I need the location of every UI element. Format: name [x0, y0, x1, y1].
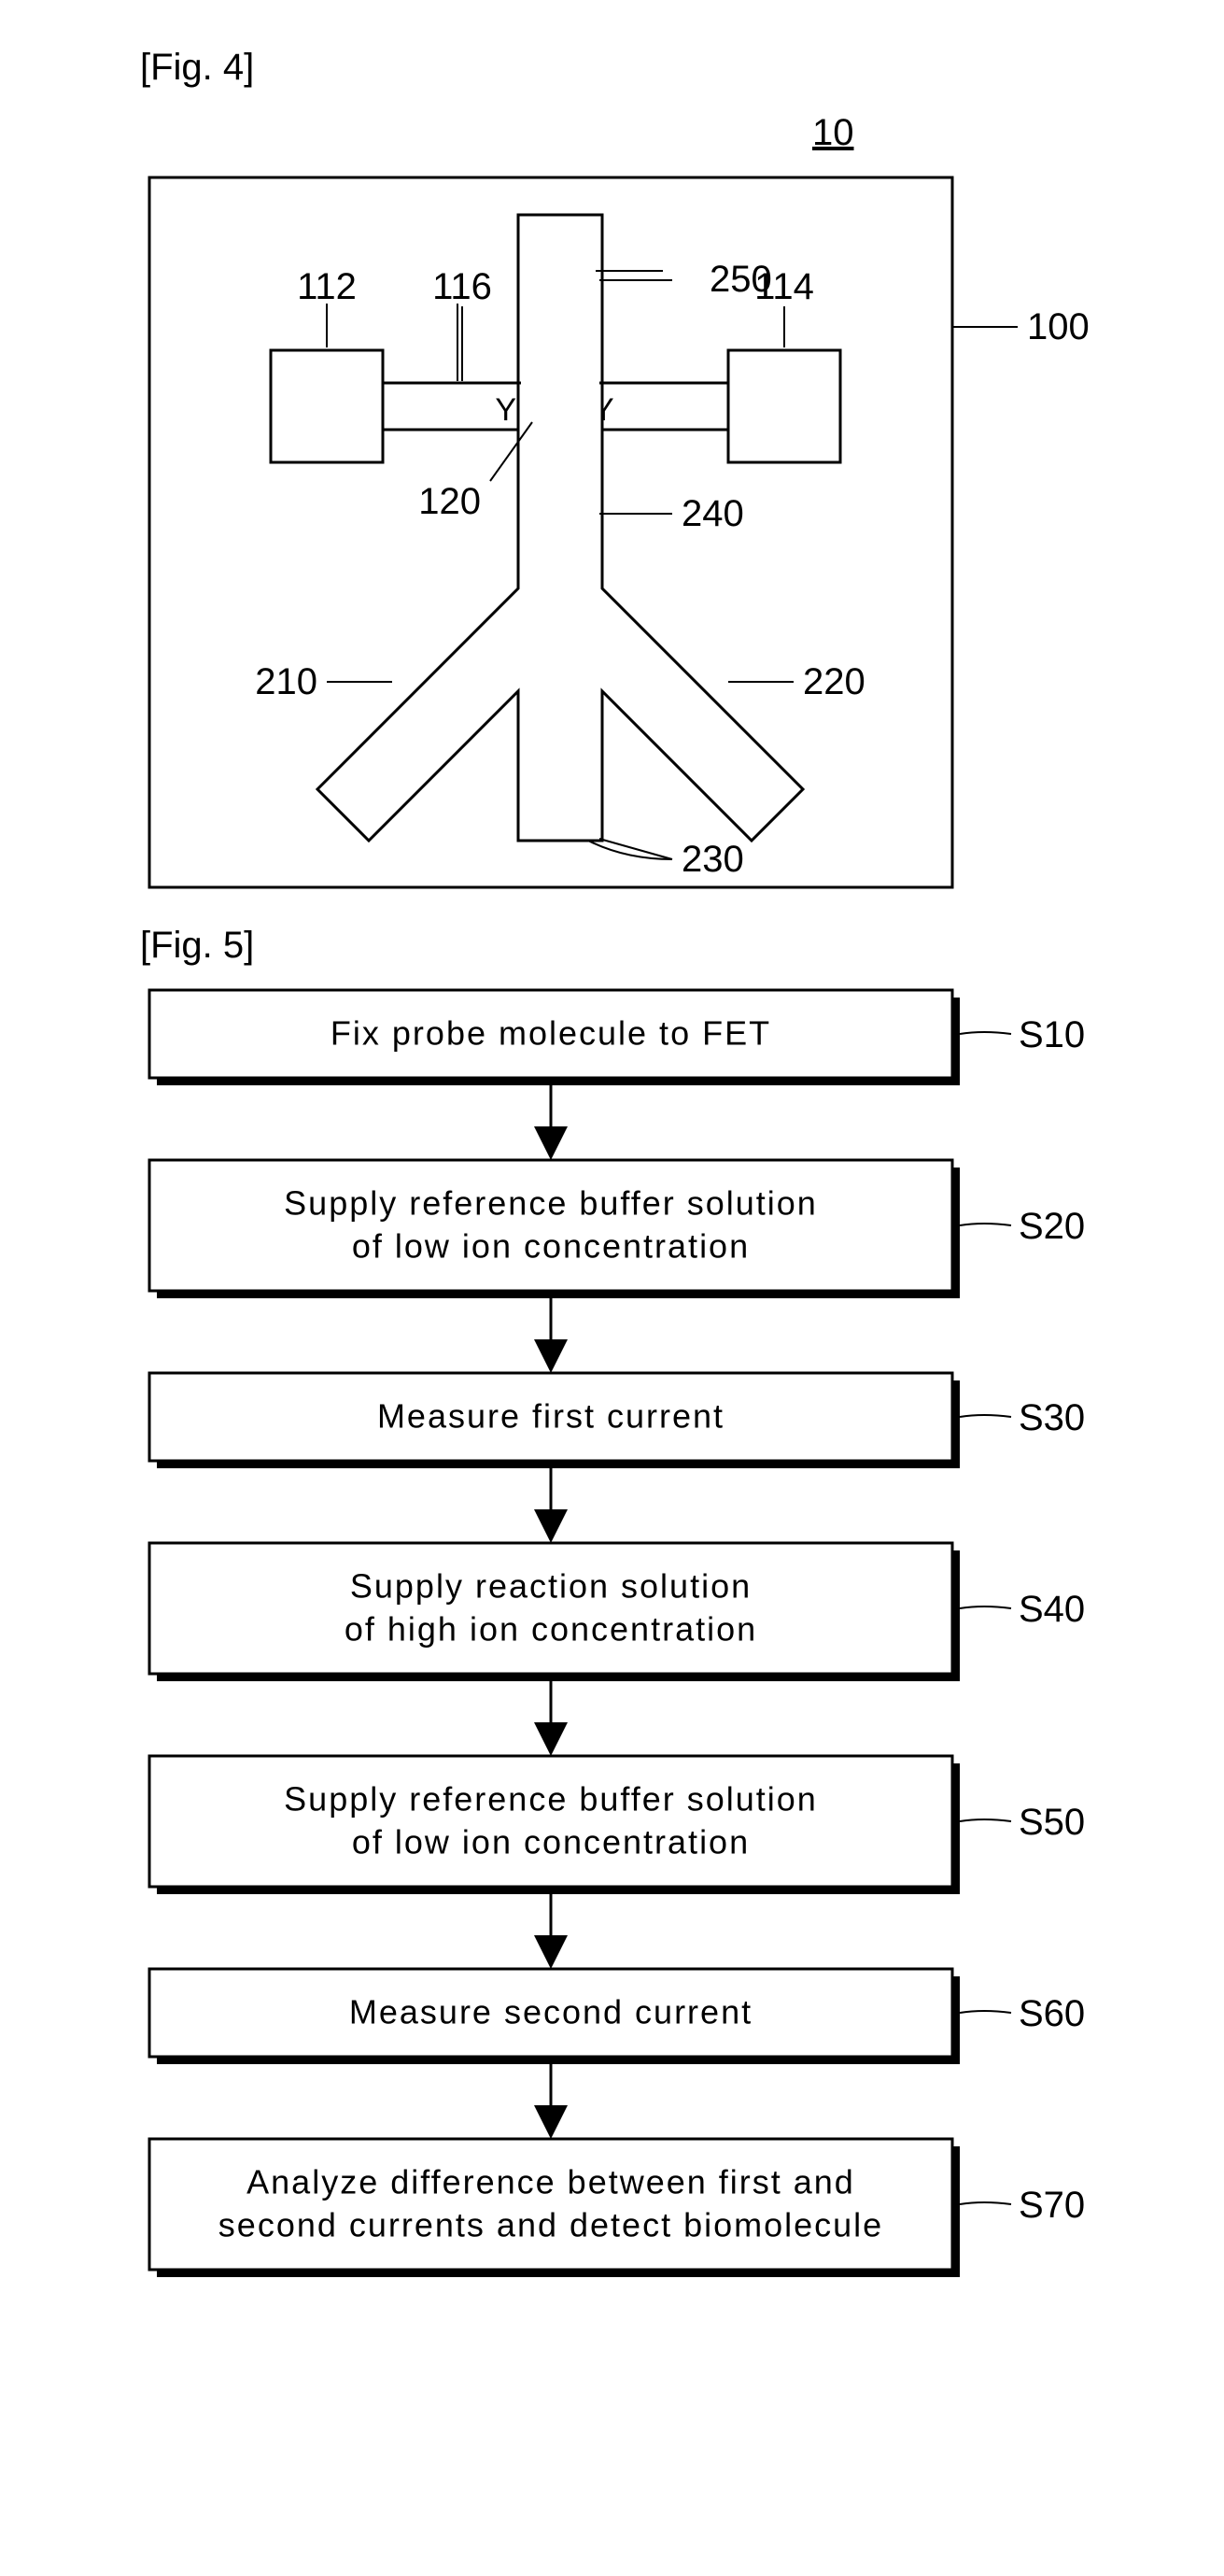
callout-220: 220 [803, 661, 865, 702]
step-leader [960, 1819, 1011, 1821]
figure5-label: [Fig. 5] [140, 925, 254, 967]
figure5-flowchart: Fix probe molecule to FET S10 Supply refer… [112, 981, 1139, 2569]
step-id: S70 [1019, 2185, 1085, 2226]
step-id: S20 [1019, 1206, 1085, 1247]
step-id: S60 [1019, 1993, 1085, 2034]
step-text: of low ion concentration [352, 1823, 750, 1861]
callout-240: 240 [682, 493, 744, 534]
outlet-channel [518, 215, 602, 383]
step-box [149, 2139, 952, 2270]
step-text: Supply reference buffer solution [284, 1184, 818, 1223]
step-id: S40 [1019, 1589, 1085, 1630]
step-text: Measure second current [349, 1993, 753, 2031]
figure4-label: [Fig. 4] [140, 47, 254, 89]
step-text: of high ion concentration [345, 1610, 757, 1649]
callout-116: 116 [432, 266, 492, 307]
callout-210: 210 [255, 661, 317, 702]
callout-100: 100 [1027, 306, 1090, 347]
right-pad [728, 350, 840, 462]
step-id: S30 [1019, 1397, 1085, 1438]
callout-112: 112 [297, 266, 357, 307]
figure4-diagram: Y Y Y Y [112, 140, 1102, 906]
step-leader [960, 1224, 1011, 1225]
step-text: Supply reaction solution [350, 1567, 752, 1606]
left-pad [271, 350, 383, 462]
step-text: of low ion concentration [352, 1227, 750, 1266]
step-box [149, 1543, 952, 1674]
step-text: Measure first current [377, 1397, 725, 1436]
step-text: Analyze difference between first and [246, 2163, 855, 2201]
step-leader [960, 1606, 1011, 1608]
step-box [149, 1160, 952, 1291]
step-leader [960, 2202, 1011, 2204]
callout-114: 114 [754, 266, 814, 307]
step-id: S50 [1019, 1802, 1085, 1843]
callout-230: 230 [682, 839, 744, 880]
step-id: S10 [1019, 1014, 1085, 1055]
step-leader [960, 1032, 1011, 1034]
step-text: Supply reference buffer solution [284, 1780, 818, 1819]
step-text: second currents and detect biomolecule [218, 2206, 883, 2244]
step-box [149, 1756, 952, 1887]
callout-120: 120 [418, 481, 481, 522]
page: [Fig. 4] 10 Y Y Y Y [0, 0, 1224, 2576]
step-text: Fix probe molecule to FET [331, 1014, 771, 1053]
step-leader [960, 2011, 1011, 2013]
step-leader [960, 1415, 1011, 1417]
